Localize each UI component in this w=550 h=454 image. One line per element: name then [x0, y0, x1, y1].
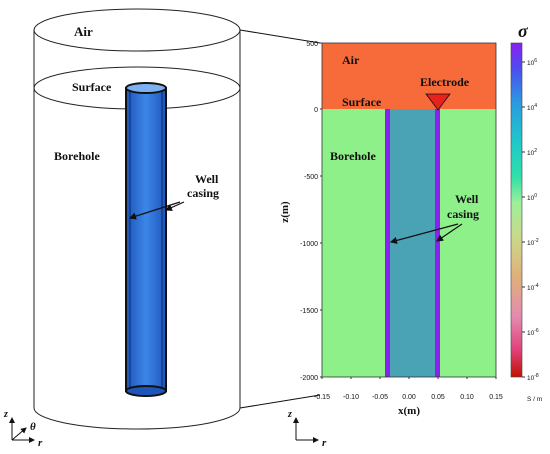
cylinder-bottom-ellipse	[33, 407, 241, 430]
left-axis-r-label: r	[38, 437, 43, 449]
air-region	[322, 43, 496, 109]
right-axis-triad: z r	[287, 409, 327, 449]
casing-right	[435, 109, 440, 377]
cylinder-top-ellipse	[33, 8, 241, 52]
colorbar-title: σ	[518, 21, 529, 41]
x-tick-label: 0.15	[489, 394, 503, 401]
colorbar-ticks: 106 104 102 100 10-2 10-4 10-6 10-8	[522, 58, 539, 382]
colorbar-tick-label: 10-8	[527, 373, 539, 382]
left-axis-triad: z θ r	[3, 409, 43, 449]
z-tick-label: 500	[306, 41, 318, 48]
right-borehole-label: Borehole	[330, 149, 376, 163]
right-axis-r-label: r	[322, 437, 327, 449]
left-air-label: Air	[74, 24, 93, 39]
z-tick-label: 0	[314, 107, 318, 114]
right-axis-z-label: z	[287, 409, 292, 420]
right-casing-label-line2: casing	[447, 207, 479, 221]
left-cylinder-diagram: Air Surface Borehole Well casing z θ r	[3, 8, 241, 449]
colorbar-tick-label: 106	[527, 58, 537, 67]
colorbar-tick-label: 102	[527, 148, 537, 157]
right-surface-label: Surface	[342, 95, 382, 109]
left-axis-z-label: z	[3, 409, 8, 420]
x-tick-label: 0.05	[431, 394, 445, 401]
x-tick-label: -0.15	[314, 394, 330, 401]
right-casing-arrow-1	[389, 223, 459, 244]
x-tick-label: 0.00	[402, 394, 416, 401]
x-axis-ticks: -0.15 -0.10 -0.05 0.00 0.05 0.10 0.15	[314, 377, 503, 401]
colorbar-tick-label: 10-6	[527, 328, 539, 337]
colorbar-tick-label: 10-2	[527, 238, 539, 247]
z-tick-label: -500	[304, 174, 318, 181]
x-tick-label: -0.10	[343, 394, 359, 401]
casing-left	[385, 109, 390, 377]
z-tick-label: -2000	[300, 375, 318, 382]
left-surface-label: Surface	[72, 80, 112, 94]
colorbar-unit: S / m	[527, 396, 542, 403]
right-casing-label-line1: Well	[455, 192, 479, 206]
colorbar-tick-label: 104	[527, 103, 537, 112]
electrode-marker	[425, 93, 451, 111]
colorbar-gradient	[510, 42, 523, 378]
left-casing-label-line2: casing	[187, 186, 219, 200]
left-borehole-label: Borehole	[54, 149, 100, 163]
connector-top-line	[239, 29, 321, 44]
left-axis-theta-label: θ	[30, 421, 36, 433]
right-air-label: Air	[342, 53, 360, 67]
z-axis-title: z(m)	[279, 201, 291, 223]
x-tick-label: -0.05	[372, 394, 388, 401]
pipe-bottom-cap	[125, 385, 167, 397]
x-axis-title: x(m)	[398, 405, 420, 417]
left-casing-arrow-2	[164, 201, 185, 211]
borehole-fill	[388, 109, 438, 377]
z-tick-label: -1000	[300, 241, 318, 248]
z-tick-label: -1500	[300, 308, 318, 315]
pipe-top-cap	[125, 82, 167, 94]
well-pipe-body	[125, 87, 167, 392]
left-casing-label-line1: Well	[195, 172, 219, 186]
x-tick-label: 0.10	[460, 394, 474, 401]
conductivity-colorbar: σ 106 104 102 100 10-2 10-4 10-6 10-8 S / m	[510, 21, 542, 403]
right-electrode-label: Electrode	[420, 75, 470, 89]
z-axis-ticks: 500 0 -500 -1000 -1500 -2000	[300, 41, 322, 382]
right-casing-arrow-2	[436, 223, 463, 242]
colorbar-tick-label: 100	[527, 193, 537, 202]
right-cross-section-plot: Air Surface Electrode Borehole Well casi…	[279, 41, 503, 449]
colorbar-tick-label: 10-4	[527, 283, 539, 292]
connector-bottom-line	[239, 394, 321, 409]
